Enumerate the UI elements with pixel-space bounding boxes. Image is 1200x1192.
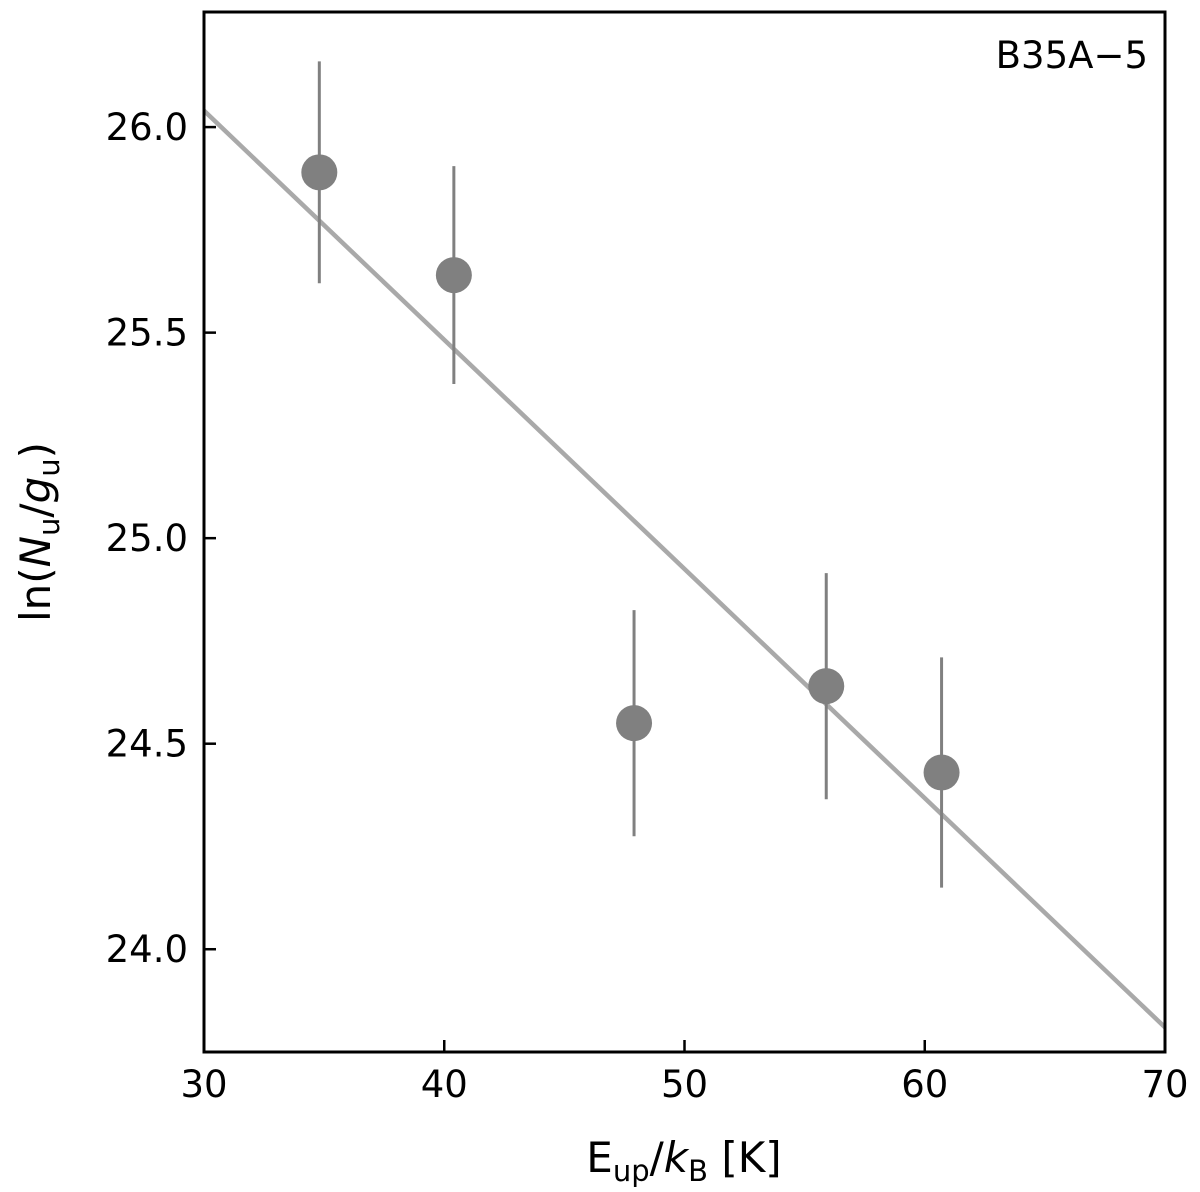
data-point bbox=[616, 705, 653, 742]
data-layer bbox=[202, 61, 1167, 1029]
x-tick-label: 50 bbox=[661, 1063, 708, 1106]
y-tick-label: 25.5 bbox=[106, 312, 188, 355]
data-point bbox=[808, 668, 845, 705]
chart-annotation: B35A−5 bbox=[996, 34, 1148, 77]
tick-layer: 30 40 50 60 70 24.0 24.5 25.0 25.5 26.0 bbox=[106, 106, 1189, 1106]
fit-line bbox=[202, 109, 1167, 1029]
x-tick-label: 40 bbox=[421, 1063, 468, 1106]
y-tick-label: 24.0 bbox=[106, 928, 188, 971]
data-point bbox=[923, 754, 960, 791]
x-tick-label: 30 bbox=[180, 1063, 227, 1106]
x-tick-label: 70 bbox=[1141, 1063, 1188, 1106]
y-tick-label: 25.0 bbox=[106, 517, 188, 560]
data-point bbox=[435, 257, 472, 294]
y-tick-label: 26.0 bbox=[106, 106, 188, 149]
y-tick-label: 24.5 bbox=[106, 723, 188, 766]
x-axis-label: Eup/kB [K] bbox=[586, 1133, 781, 1188]
data-point bbox=[301, 154, 338, 191]
y-axis-label: ln(Nu/gu) bbox=[11, 442, 66, 622]
x-tick-label: 60 bbox=[901, 1063, 948, 1106]
